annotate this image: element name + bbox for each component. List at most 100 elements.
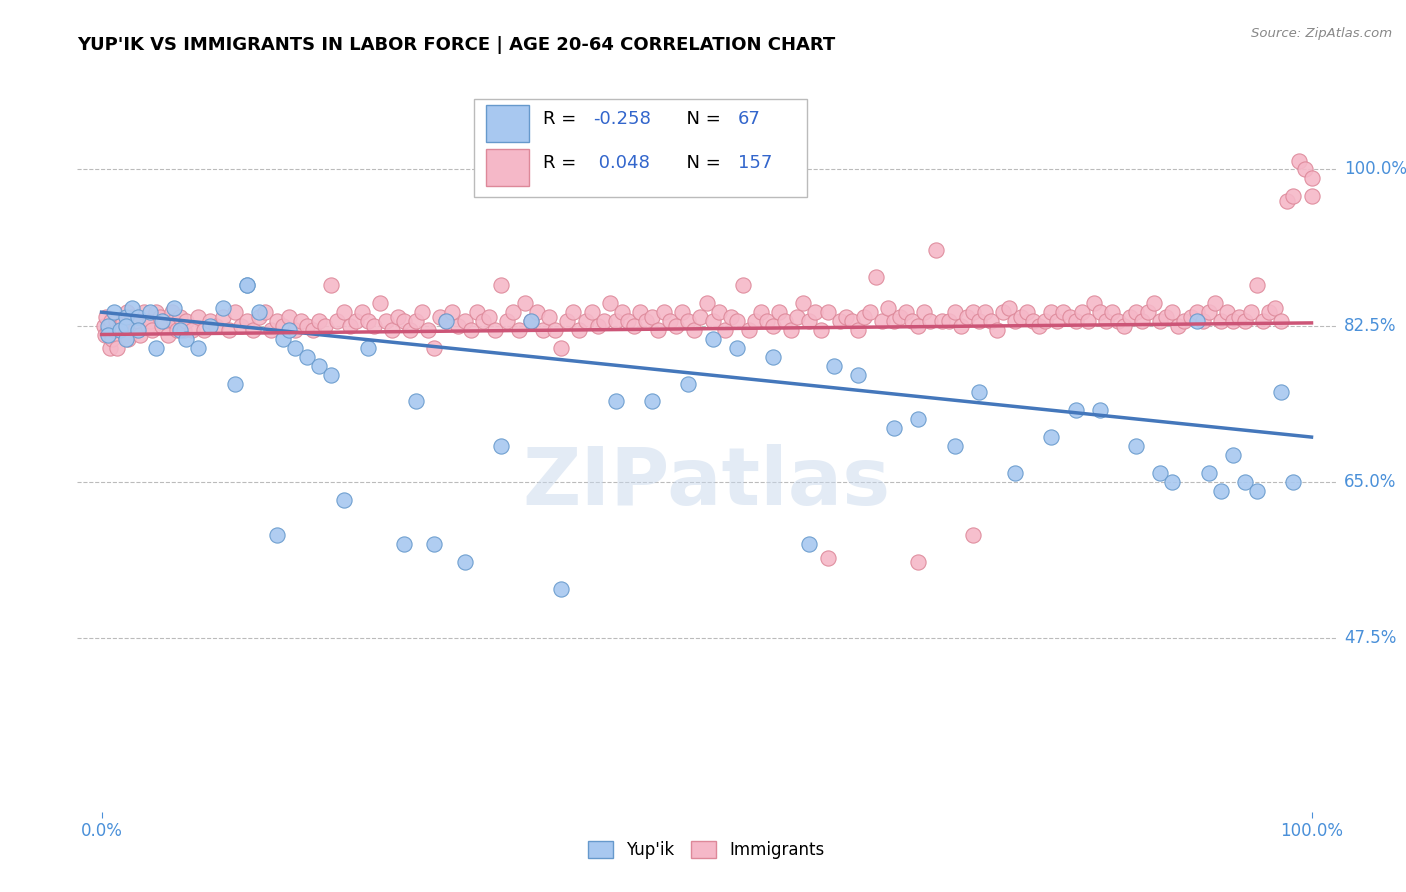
Point (108, 323, 131, 337)
Point (1198, 305, 1220, 319)
Point (652, 305, 675, 319)
Point (211, 310, 233, 324)
Point (520, 314, 543, 328)
Point (671, 305, 693, 319)
Point (332, 492, 354, 507)
Point (97, 327, 120, 342)
Point (150, 314, 173, 328)
Text: R =: R = (543, 110, 582, 128)
Point (93, 318, 115, 333)
Point (799, 314, 821, 328)
Point (1222, 314, 1244, 328)
Point (634, 314, 657, 328)
Point (1222, 448, 1244, 462)
Point (1185, 305, 1208, 319)
Point (100, 314, 122, 328)
Point (423, 537, 446, 551)
Point (434, 314, 457, 328)
Point (418, 323, 440, 337)
Point (1240, 305, 1263, 319)
Point (1070, 305, 1092, 319)
Point (290, 314, 312, 328)
Text: N =: N = (675, 154, 727, 172)
Point (166, 323, 188, 337)
Point (1143, 296, 1166, 310)
Point (962, 305, 984, 319)
Point (1094, 314, 1116, 328)
Point (127, 310, 149, 324)
Point (568, 323, 591, 337)
Point (713, 323, 735, 337)
Point (224, 376, 246, 391)
Point (1046, 314, 1069, 328)
Point (834, 310, 856, 324)
Point (647, 323, 669, 337)
Point (187, 310, 209, 324)
Point (484, 323, 506, 337)
Point (792, 296, 814, 310)
Point (550, 582, 572, 596)
Point (956, 310, 979, 324)
Point (235, 314, 257, 328)
Point (308, 314, 330, 328)
Point (605, 314, 627, 328)
Point (465, 305, 488, 319)
Point (925, 243, 948, 257)
Point (163, 314, 186, 328)
Point (799, 537, 821, 551)
Point (266, 314, 288, 328)
Point (260, 323, 283, 337)
Point (350, 305, 373, 319)
Point (1288, 153, 1310, 168)
Point (678, 314, 700, 328)
Point (1233, 314, 1256, 328)
Text: -0.258: -0.258 (593, 110, 651, 128)
Point (489, 278, 512, 293)
Point (931, 314, 953, 328)
Point (266, 528, 288, 542)
Point (1059, 310, 1081, 324)
Point (145, 341, 167, 355)
FancyBboxPatch shape (486, 149, 529, 186)
Point (339, 318, 361, 333)
Point (471, 314, 494, 328)
Point (284, 341, 307, 355)
Point (859, 305, 882, 319)
Point (429, 310, 451, 324)
Point (235, 278, 257, 293)
Point (1004, 466, 1026, 480)
Point (105, 314, 128, 328)
Point (132, 305, 155, 319)
Point (641, 310, 664, 324)
Point (967, 314, 990, 328)
Point (920, 314, 942, 328)
Point (841, 314, 863, 328)
Point (1294, 162, 1316, 177)
Point (1277, 194, 1299, 208)
Text: YUP'IK VS IMMIGRANTS IN LABOR FORCE | AGE 20-64 CORRELATION CHART: YUP'IK VS IMMIGRANTS IN LABOR FORCE | AG… (77, 36, 835, 54)
Point (1040, 305, 1063, 319)
Point (877, 301, 900, 315)
Point (193, 323, 215, 337)
Point (1119, 310, 1142, 324)
Point (991, 305, 1014, 319)
Point (586, 318, 609, 333)
Point (136, 318, 159, 333)
Point (689, 310, 711, 324)
Point (357, 314, 380, 328)
Point (247, 305, 270, 319)
Text: 67: 67 (738, 110, 761, 128)
Point (738, 323, 761, 337)
Point (1130, 314, 1153, 328)
Point (308, 359, 330, 373)
Point (641, 394, 664, 409)
Point (387, 310, 409, 324)
Point (344, 314, 367, 328)
Point (1270, 314, 1292, 328)
Point (174, 314, 197, 328)
Point (447, 318, 470, 333)
Point (321, 278, 343, 293)
Text: ZIPatlas: ZIPatlas (523, 443, 890, 522)
Point (97, 323, 120, 337)
Point (1112, 318, 1135, 333)
